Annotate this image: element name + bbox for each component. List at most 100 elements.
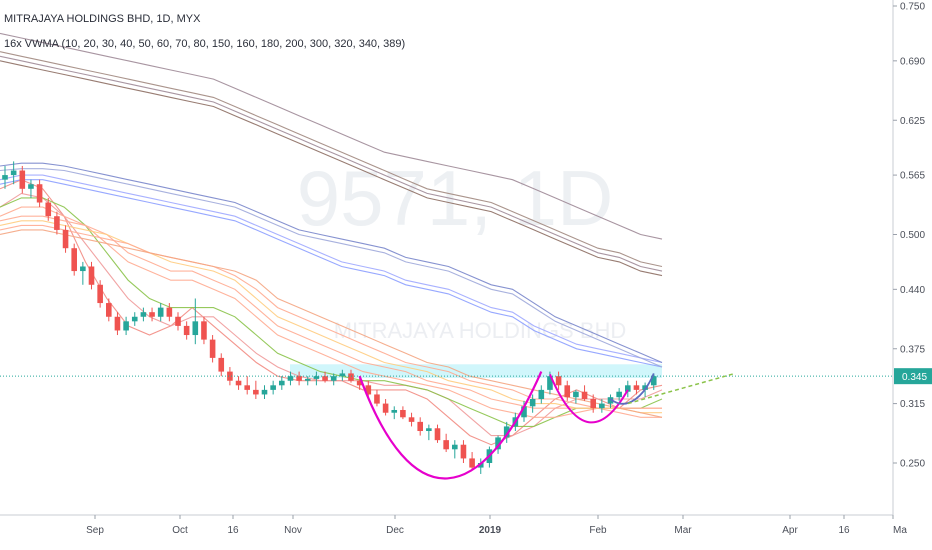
candle-body bbox=[114, 316, 121, 331]
candle-body bbox=[625, 385, 631, 392]
candle-body bbox=[503, 426, 510, 438]
cup-pattern-large bbox=[358, 371, 543, 480]
candle bbox=[391, 406, 398, 420]
indicator-legend: 16x VWMA (10, 20, 30, 40, 50, 60, 70, 80… bbox=[4, 38, 406, 50]
candle bbox=[460, 440, 467, 463]
candle bbox=[538, 385, 545, 404]
candle bbox=[581, 385, 588, 401]
candle-body bbox=[650, 376, 657, 386]
candle-body bbox=[279, 380, 285, 386]
candle bbox=[192, 298, 199, 345]
vwma-line-389 bbox=[0, 60, 663, 277]
candle-body bbox=[339, 373, 346, 377]
candle bbox=[503, 421, 510, 443]
candle-body bbox=[434, 428, 441, 441]
candle-body bbox=[209, 339, 216, 358]
candle-body bbox=[10, 170, 17, 176]
candle-body bbox=[607, 397, 614, 404]
candle bbox=[443, 433, 449, 453]
candle bbox=[54, 211, 60, 235]
vwma-line-180 bbox=[0, 162, 663, 364]
candle bbox=[36, 179, 43, 208]
candle bbox=[149, 307, 155, 322]
candle-body bbox=[400, 409, 406, 418]
candle-body bbox=[322, 376, 328, 381]
candle bbox=[244, 376, 250, 395]
vwma-line-60 bbox=[0, 220, 662, 414]
candle-body bbox=[227, 371, 233, 381]
candle bbox=[140, 307, 147, 322]
x-tick-label: Dec bbox=[386, 525, 404, 536]
y-tick-label: 0.315 bbox=[900, 399, 925, 410]
candle bbox=[330, 373, 337, 386]
candle bbox=[270, 380, 276, 395]
candle bbox=[201, 316, 207, 345]
candle-body bbox=[253, 389, 259, 395]
vwma-line-50 bbox=[0, 215, 662, 409]
x-tick-label: Ma bbox=[893, 525, 907, 536]
candle-body bbox=[28, 184, 34, 189]
vwma-line-300 bbox=[0, 32, 663, 240]
candle-body bbox=[521, 406, 527, 418]
candle bbox=[529, 394, 536, 413]
candle bbox=[2, 165, 8, 189]
candle bbox=[616, 388, 622, 401]
vwma-line-200 bbox=[0, 168, 663, 368]
vwma-line-40 bbox=[0, 206, 662, 418]
candle bbox=[313, 371, 320, 386]
candle bbox=[287, 371, 294, 386]
vwma-line-340 bbox=[0, 55, 663, 272]
candle-body bbox=[616, 391, 622, 398]
candle-body bbox=[599, 403, 605, 409]
vwma-line-320 bbox=[0, 51, 663, 268]
price-zone-band bbox=[290, 364, 662, 378]
candle-body bbox=[330, 376, 337, 381]
candle bbox=[131, 312, 138, 326]
candle bbox=[261, 385, 268, 400]
candle-body bbox=[581, 391, 588, 400]
trend-line bbox=[627, 372, 736, 405]
candle-body bbox=[365, 385, 372, 395]
candle bbox=[400, 406, 406, 420]
candle-body bbox=[408, 417, 415, 422]
candle bbox=[279, 376, 285, 390]
candle-body bbox=[374, 394, 380, 404]
candle bbox=[80, 261, 86, 285]
candle-body bbox=[131, 316, 138, 322]
x-tick-label: 16 bbox=[838, 525, 850, 536]
candle bbox=[625, 380, 631, 398]
candle bbox=[434, 424, 441, 443]
y-tick-label: 0.625 bbox=[900, 116, 925, 127]
candle bbox=[296, 371, 302, 386]
candle-body bbox=[175, 316, 181, 326]
candle-body bbox=[45, 202, 52, 217]
candle bbox=[633, 380, 640, 395]
candle bbox=[417, 417, 423, 436]
candle bbox=[114, 312, 121, 336]
watermark-symbol: 9571, 1D bbox=[297, 154, 614, 242]
y-tick-label: 0.565 bbox=[900, 171, 925, 182]
candle-body bbox=[71, 248, 77, 272]
candle-body bbox=[140, 312, 147, 317]
y-tick-label: 0.500 bbox=[900, 230, 925, 241]
vwma-line-80 bbox=[0, 229, 663, 418]
candle-body bbox=[452, 444, 458, 450]
candle bbox=[521, 400, 527, 422]
candle-body bbox=[36, 184, 43, 203]
x-tick-label: Feb bbox=[589, 525, 607, 536]
candle-body bbox=[183, 325, 190, 336]
candle-body bbox=[391, 409, 398, 413]
candle-body bbox=[426, 428, 432, 432]
candle-body bbox=[244, 385, 250, 390]
candle bbox=[382, 399, 389, 416]
candle bbox=[426, 424, 432, 441]
x-tick-label: 2019 bbox=[479, 525, 502, 536]
candle bbox=[374, 389, 380, 407]
candle bbox=[10, 161, 17, 185]
handle-pattern bbox=[609, 373, 655, 405]
candle-body bbox=[573, 391, 579, 398]
candle-body bbox=[149, 312, 155, 317]
candle-body bbox=[97, 284, 103, 304]
